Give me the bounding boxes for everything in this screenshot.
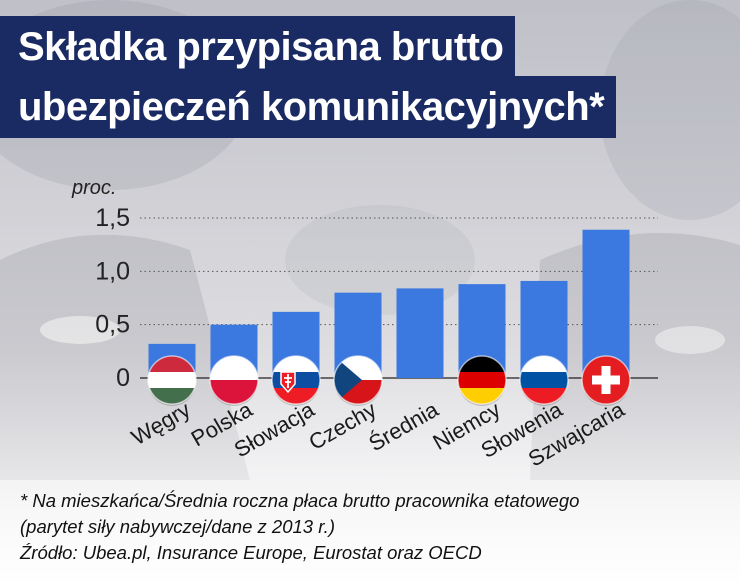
chart-title-line-1: Składka przypisana brutto — [0, 16, 516, 78]
hungary-flag-icon — [147, 355, 197, 406]
y-tick-label: 0 — [116, 364, 130, 392]
footnote-data-note: (parytet siły nabywczej/dane z 2013 r.) — [20, 516, 335, 537]
slovenia-flag-icon — [519, 355, 569, 406]
x-tick-label: Węgry — [127, 397, 195, 450]
slovakia-flag-icon — [271, 355, 321, 406]
footnote-source: Źródło: Ubea.pl, Insurance Europe, Euros… — [20, 542, 482, 563]
bar — [582, 229, 630, 378]
czech-flag-icon — [333, 355, 383, 406]
y-tick-label: 1,0 — [95, 257, 130, 285]
y-tick-labels: 0 0,5 1,0 1,5 — [95, 204, 130, 392]
footnote: * Na mieszkańca/Średnia roczna płaca bru… — [20, 488, 579, 566]
switzerland-flag-icon — [581, 355, 631, 406]
footnote-note: * Na mieszkańca/Średnia roczna płaca bru… — [20, 490, 580, 511]
x-tick-labels: WęgryPolskaSłowacjaCzechyŚredniaNiemcySł… — [127, 396, 629, 471]
x-tick-label: Średnia — [364, 396, 443, 456]
y-tick-label: 0,5 — [95, 311, 130, 339]
flags — [147, 355, 631, 406]
chart-title-line-2: ubezpieczeń komunikacyjnych* — [0, 76, 617, 138]
y-axis-label: proc. — [71, 177, 116, 199]
y-tick-label: 1,5 — [95, 204, 130, 232]
bars — [148, 229, 630, 378]
poland-flag-icon — [209, 355, 259, 406]
germany-flag-icon — [457, 355, 507, 406]
bar — [396, 288, 444, 378]
x-tick-label: Czechy — [304, 397, 380, 455]
